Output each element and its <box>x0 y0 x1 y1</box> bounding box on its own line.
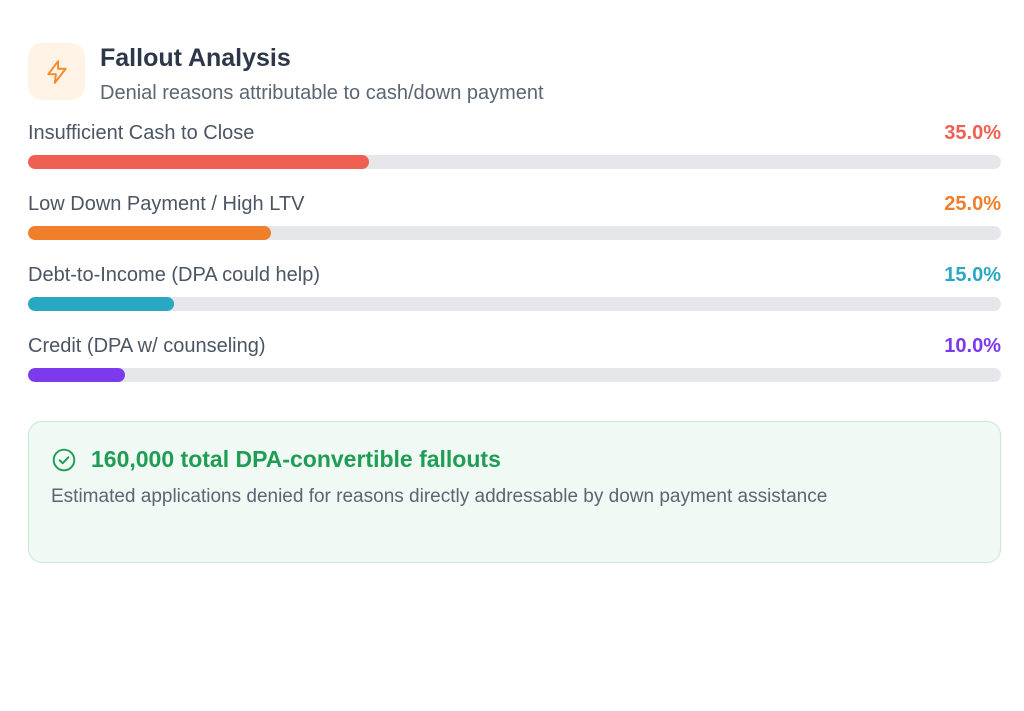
reason-row-debt-to-income: Debt-to-Income (DPA could help) 15.0% <box>28 263 1001 334</box>
progress-fill <box>28 155 369 169</box>
progress-track <box>28 226 1001 240</box>
reason-row-insufficient-cash: Insufficient Cash to Close 35.0% <box>28 121 1001 192</box>
fallout-analysis-card: Fallout Analysis Denial reasons attribut… <box>28 42 1001 563</box>
reason-value: 15.0% <box>944 263 1001 286</box>
check-circle-icon <box>51 447 77 473</box>
reason-value: 35.0% <box>944 121 1001 144</box>
reason-label: Low Down Payment / High LTV <box>28 192 305 215</box>
reason-row-credit: Credit (DPA w/ counseling) 10.0% <box>28 334 1001 405</box>
reason-label: Insufficient Cash to Close <box>28 121 255 144</box>
callout-title: 160,000 total DPA-convertible fallouts <box>91 446 501 472</box>
progress-track <box>28 297 1001 311</box>
summary-callout: 160,000 total DPA-convertible fallouts E… <box>28 421 1001 563</box>
card-subtitle: Denial reasons attributable to cash/down… <box>100 82 544 104</box>
reason-row-low-down-payment: Low Down Payment / High LTV 25.0% <box>28 192 1001 263</box>
lightning-bolt-icon <box>28 43 85 100</box>
reason-list: Insufficient Cash to Close 35.0% Low Dow… <box>28 121 1001 405</box>
progress-fill <box>28 368 126 382</box>
card-header: Fallout Analysis Denial reasons attribut… <box>28 42 1001 105</box>
reason-value: 25.0% <box>944 192 1001 215</box>
reason-label: Debt-to-Income (DPA could help) <box>28 263 320 286</box>
progress-fill <box>28 226 272 240</box>
reason-value: 10.0% <box>944 334 1001 357</box>
progress-track <box>28 155 1001 169</box>
progress-fill <box>28 297 174 311</box>
reason-label: Credit (DPA w/ counseling) <box>28 334 266 357</box>
progress-track <box>28 368 1001 382</box>
card-title: Fallout Analysis <box>100 44 291 72</box>
callout-description: Estimated applications denied for reason… <box>51 486 828 507</box>
